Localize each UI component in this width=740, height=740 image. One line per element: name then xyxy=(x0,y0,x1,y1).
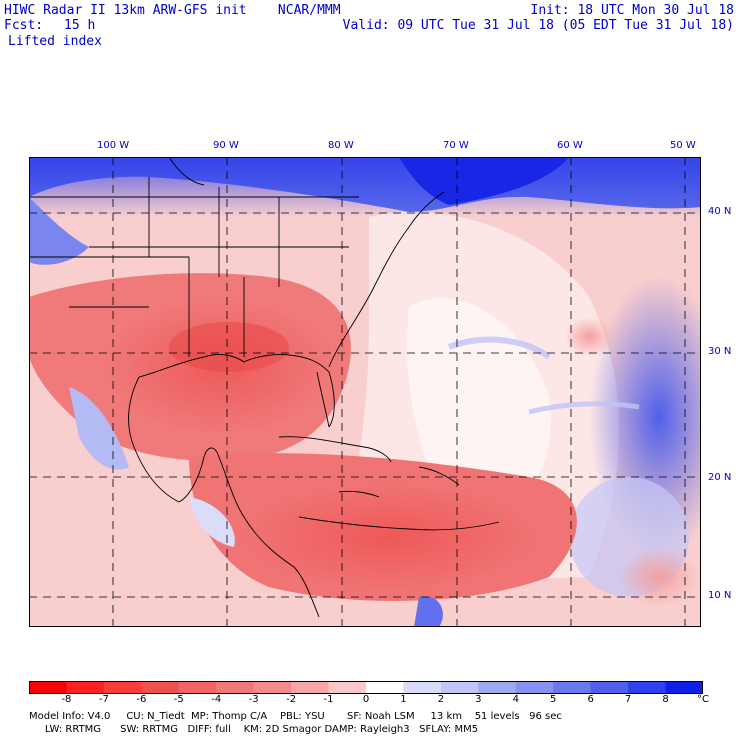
lat-lon-grid xyxy=(29,157,701,627)
colorbar-tick-label: 2 xyxy=(437,694,445,705)
lon-label-50w: 50 W xyxy=(670,140,696,151)
colorbar-frame xyxy=(29,681,703,694)
field-name: Lifted index xyxy=(8,34,102,49)
colorbar-swatch xyxy=(590,681,629,694)
model-title: HIWC Radar II 13km ARW-GFS init NCAR/MMM xyxy=(4,3,341,18)
northwest-blue xyxy=(29,197,89,265)
colorbar-tick-label: 6 xyxy=(587,694,594,705)
colorbar-swatch xyxy=(29,681,67,694)
colorbar-tick-label: 4 xyxy=(512,694,519,705)
map-frame xyxy=(29,157,701,627)
colorbar-tick-label: -7 xyxy=(98,694,109,705)
south-blue-patch xyxy=(414,596,443,627)
lon-label-70w: 70 W xyxy=(443,140,469,151)
colorbar-tick-label: 3 xyxy=(475,694,482,705)
model-info-line-1: Model Info: V4.0 CU: N_Tiedt MP: Thomp C… xyxy=(29,711,562,722)
colorbar-swatch xyxy=(515,681,554,694)
forecast-hour: 15 h xyxy=(64,18,96,33)
colorbar-tick-label: 5 xyxy=(550,694,557,705)
colorbar-swatch xyxy=(178,681,217,694)
lon-label-90w: 90 W xyxy=(213,140,239,151)
colorbar-tick-label: -3 xyxy=(248,694,259,705)
north-dark-blue-core xyxy=(399,157,569,205)
colorbar-tick-label: -6 xyxy=(136,694,147,705)
coastlines xyxy=(29,157,500,618)
central-america-pale xyxy=(189,497,235,547)
colorbar-tick-label: 0 xyxy=(362,694,370,705)
colorbar-swatch xyxy=(328,681,367,694)
lifted-index-map xyxy=(29,157,701,627)
colorbar-tick-label: 8 xyxy=(662,694,669,705)
colorbar-swatch xyxy=(216,681,255,694)
valid-time: Valid: 09 UTC Tue 31 Jul 18 (05 EDT Tue … xyxy=(342,18,734,33)
colorbar-swatch xyxy=(141,681,180,694)
lat-label-40n: 40 N xyxy=(708,206,732,217)
forecast-label: Fcst: xyxy=(4,18,44,33)
colorbar-tick-label: 1 xyxy=(400,694,407,705)
colorbar-swatch xyxy=(440,681,479,694)
lon-label-100w: 100 W xyxy=(97,140,130,151)
lon-label-80w: 80 W xyxy=(328,140,354,151)
colorbar-tick-label: 7 xyxy=(624,694,632,705)
colorbar-swatch xyxy=(66,681,105,694)
colorbar-swatch xyxy=(253,681,292,694)
colorbar-swatch xyxy=(291,681,330,694)
colorbar-tick-label: -1 xyxy=(323,694,334,705)
colorbar-unit: °C xyxy=(697,694,709,705)
colorbar-swatch xyxy=(103,681,142,694)
colorbar xyxy=(29,681,703,694)
lon-label-60w: 60 W xyxy=(557,140,583,151)
mexico-blue-patch xyxy=(69,387,129,470)
colorbar-tick-label: -8 xyxy=(61,694,72,705)
colorbar-swatch xyxy=(366,681,404,694)
colorbar-swatch xyxy=(628,681,667,694)
lat-label-30n: 30 N xyxy=(708,346,732,357)
colorbar-swatch xyxy=(553,681,592,694)
colorbar-tick-label: -4 xyxy=(211,694,222,705)
colorbar-swatch xyxy=(665,681,703,694)
colorbar-swatch xyxy=(403,681,442,694)
colorbar-swatch xyxy=(478,681,517,694)
init-time: Init: 18 UTC Mon 30 Jul 18 xyxy=(530,3,735,18)
lat-label-10n: 10 N xyxy=(708,590,732,601)
model-info-line-2: LW: RRTMG SW: RRTMG DIFF: full KM: 2D Sm… xyxy=(29,724,479,735)
lat-label-20n: 20 N xyxy=(708,472,732,483)
colorbar-tick-label: -2 xyxy=(286,694,297,705)
colorbar-tick-label: -5 xyxy=(173,694,184,705)
